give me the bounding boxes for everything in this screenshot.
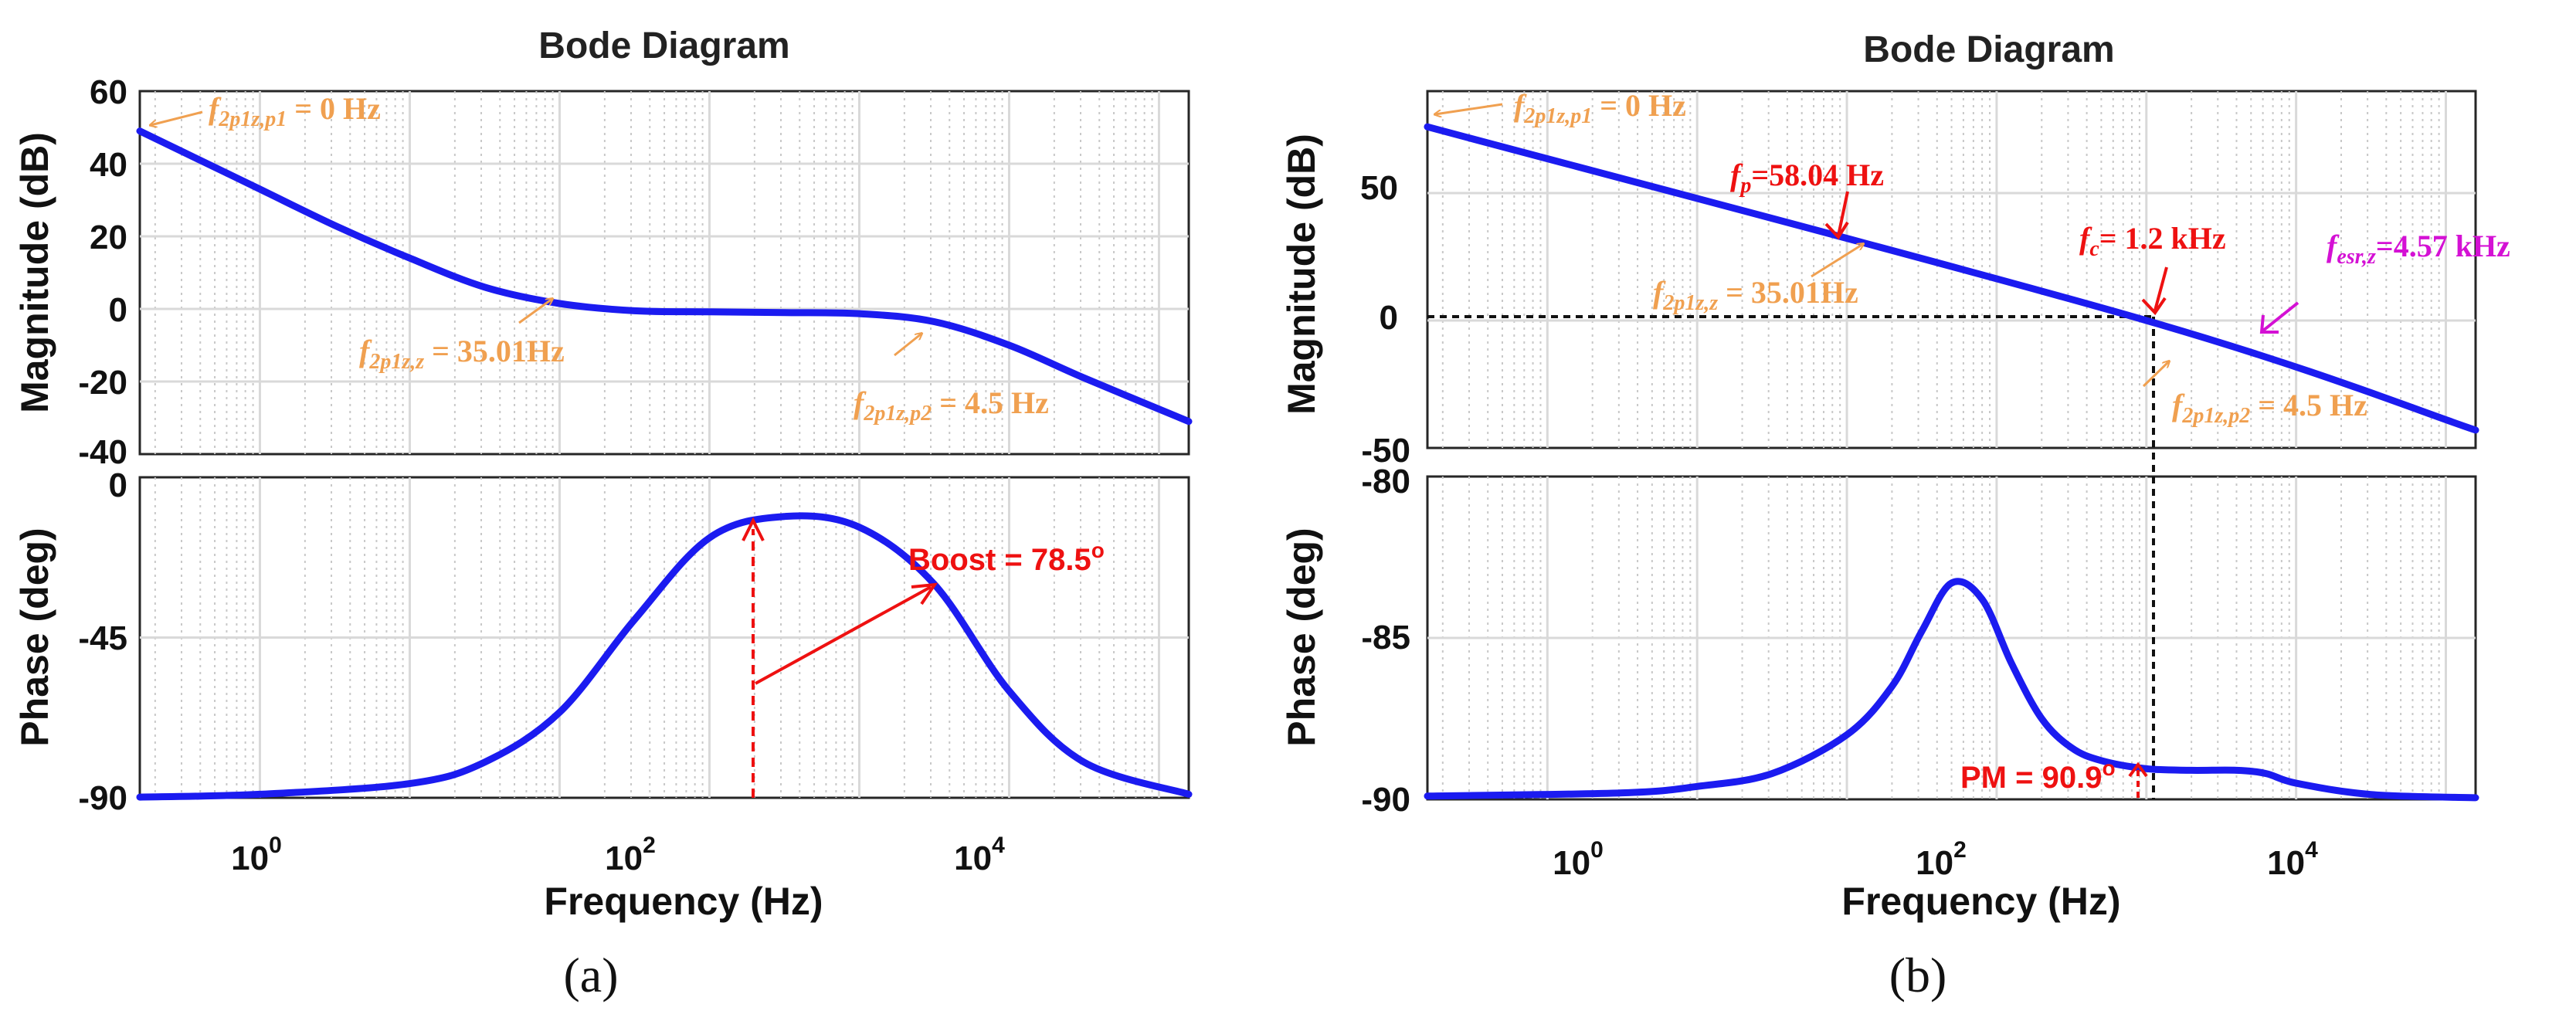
ytick-label: 0: [109, 291, 127, 329]
panel-a-magnitude-curve: [136, 127, 1193, 426]
panel-b-title: Bode Diagram: [1863, 29, 2114, 70]
panel-b-phase-yticks: -80 -85 -90: [1361, 463, 1410, 819]
pm-arrowhead: [2128, 762, 2148, 778]
pm-label: PM = 90.9o: [1960, 756, 2116, 795]
panel-a-xlabel: Frequency (Hz): [544, 880, 823, 923]
xtick-label: 100: [1553, 837, 1604, 882]
ytick-label: -85: [1361, 619, 1410, 656]
ytick-label: 40: [90, 146, 127, 184]
panel-a-phase-curve: [136, 512, 1193, 801]
annotation-label: f2p1z,p2 = 4.5 Hz: [2172, 388, 2367, 428]
xtick-label: 102: [605, 833, 656, 877]
annotation-label: fc= 1.2 kHz: [2079, 221, 2226, 261]
annotation-label: f2p1z,z = 35.01Hz: [359, 334, 565, 374]
panel-b-annotation-p1: f2p1z,p1 = 0 Hz: [1435, 88, 1686, 128]
annotation-arrow: [2259, 301, 2299, 334]
annotation-label: fesr,z=4.57 kHz: [2327, 229, 2510, 269]
boost-arrowhead: [742, 517, 765, 541]
panel-b-annotation-z: f2p1z,z = 35.01Hz: [1653, 244, 1863, 315]
xtick-label: 104: [2267, 837, 2318, 882]
panel-b-xticks: 100 102 104: [1553, 837, 2318, 882]
panel-a-phase-yticks: 0 -45 -90: [78, 466, 127, 817]
annotation-label: f2p1z,p1 = 0 Hz: [209, 91, 381, 131]
panel-b-annotation-esr: fesr,z=4.57 kHz: [2259, 229, 2510, 334]
annotation-label: f2p1z,p2 = 4.5 Hz: [854, 385, 1049, 426]
panel-b-annotation-pm: PM = 90.9o: [1960, 756, 2148, 798]
annotation-label: f2p1z,p1 = 0 Hz: [1514, 88, 1686, 128]
panel-b-magnitude-grid: [1427, 91, 2476, 448]
ytick-label: 0: [1380, 299, 1398, 337]
annotation-arrow: [2141, 266, 2168, 316]
ytick-label: -90: [78, 779, 127, 817]
panel-b-annotation-p2: f2p1z,p2 = 4.5 Hz: [2142, 361, 2367, 428]
xtick-label: 100: [231, 833, 282, 877]
boost-pointer: [755, 585, 932, 685]
panel-a-magnitude-yticks: 60 40 20 0 -20 -40: [78, 73, 127, 471]
panel-b-annotation-fc: fc= 1.2 kHz: [2079, 221, 2226, 316]
panel-b-magnitude-curve: [1424, 123, 2479, 434]
boost-pointer-head: [911, 582, 938, 605]
xtick-label: 104: [954, 833, 1005, 877]
panel-a-title: Bode Diagram: [538, 25, 789, 66]
panel-a-xticks: 100 102 104: [231, 833, 1005, 877]
annotation-arrow: [151, 110, 203, 125]
ytick-label: 60: [90, 73, 127, 111]
panel-b-phase-curve: [1424, 578, 2479, 802]
panel-b-xlabel: Frequency (Hz): [1841, 880, 2120, 923]
ytick-label: -80: [1361, 463, 1410, 500]
panel-b-annotation-fp: fp=58.04 Hz: [1730, 158, 1884, 240]
annotation-arrow: [894, 334, 921, 357]
panel-b: Bode Diagram 50 0 -50 Magnitude (dB) f2p…: [1280, 29, 2510, 1002]
ytick-label: 50: [1360, 169, 1398, 207]
annotation-arrow: [1435, 103, 1503, 114]
panel-a-phase-ylabel: Phase (deg): [13, 527, 56, 746]
panel-a: Bode Diagram 60 40 20 0 -20 -40 Magnitud…: [13, 25, 1193, 1002]
xtick-label: 102: [1916, 837, 1967, 882]
ytick-label: -20: [78, 364, 127, 402]
ytick-label: -45: [78, 619, 127, 657]
annotation-arrow: [1824, 191, 1849, 240]
panel-b-phase-ylabel: Phase (deg): [1280, 527, 1323, 746]
ytick-label: -50: [1361, 432, 1410, 470]
ytick-label: 20: [90, 219, 127, 256]
panel-b-phase-grid: [1427, 477, 2476, 799]
panel-a-phase-grid: [140, 477, 1189, 798]
panel-b-magnitude-yticks: 50 0 -50: [1360, 169, 1410, 470]
panel-b-label: (b): [1889, 948, 1947, 1002]
annotation-label: f2p1z,z = 35.01Hz: [1653, 275, 1858, 315]
panel-a-label: (a): [563, 948, 618, 1002]
panel-a-magnitude-ylabel: Magnitude (dB): [13, 132, 56, 413]
annotation-arrow: [1811, 244, 1863, 278]
panel-a-annotation-p2: f2p1z,p2 = 4.5 Hz: [854, 334, 1049, 426]
ytick-label: -40: [78, 433, 127, 471]
ytick-label: 0: [109, 466, 127, 504]
panel-b-magnitude-ylabel: Magnitude (dB): [1280, 134, 1323, 415]
annotation-arrow: [2142, 361, 2169, 388]
annotation-label: fp=58.04 Hz: [1730, 158, 1884, 198]
annotation-arrow: [518, 299, 552, 324]
boost-label: Boost = 78.5o: [908, 538, 1105, 577]
panel-a-magnitude-grid: [140, 91, 1189, 454]
panel-a-annotation-z: f2p1z,z = 35.01Hz: [359, 299, 565, 374]
panel-a-annotation-p1: f2p1z,p1 = 0 Hz: [151, 91, 381, 131]
ytick-label: -90: [1361, 781, 1410, 819]
panel-a-annotation-boost: Boost = 78.5o: [742, 517, 1105, 798]
